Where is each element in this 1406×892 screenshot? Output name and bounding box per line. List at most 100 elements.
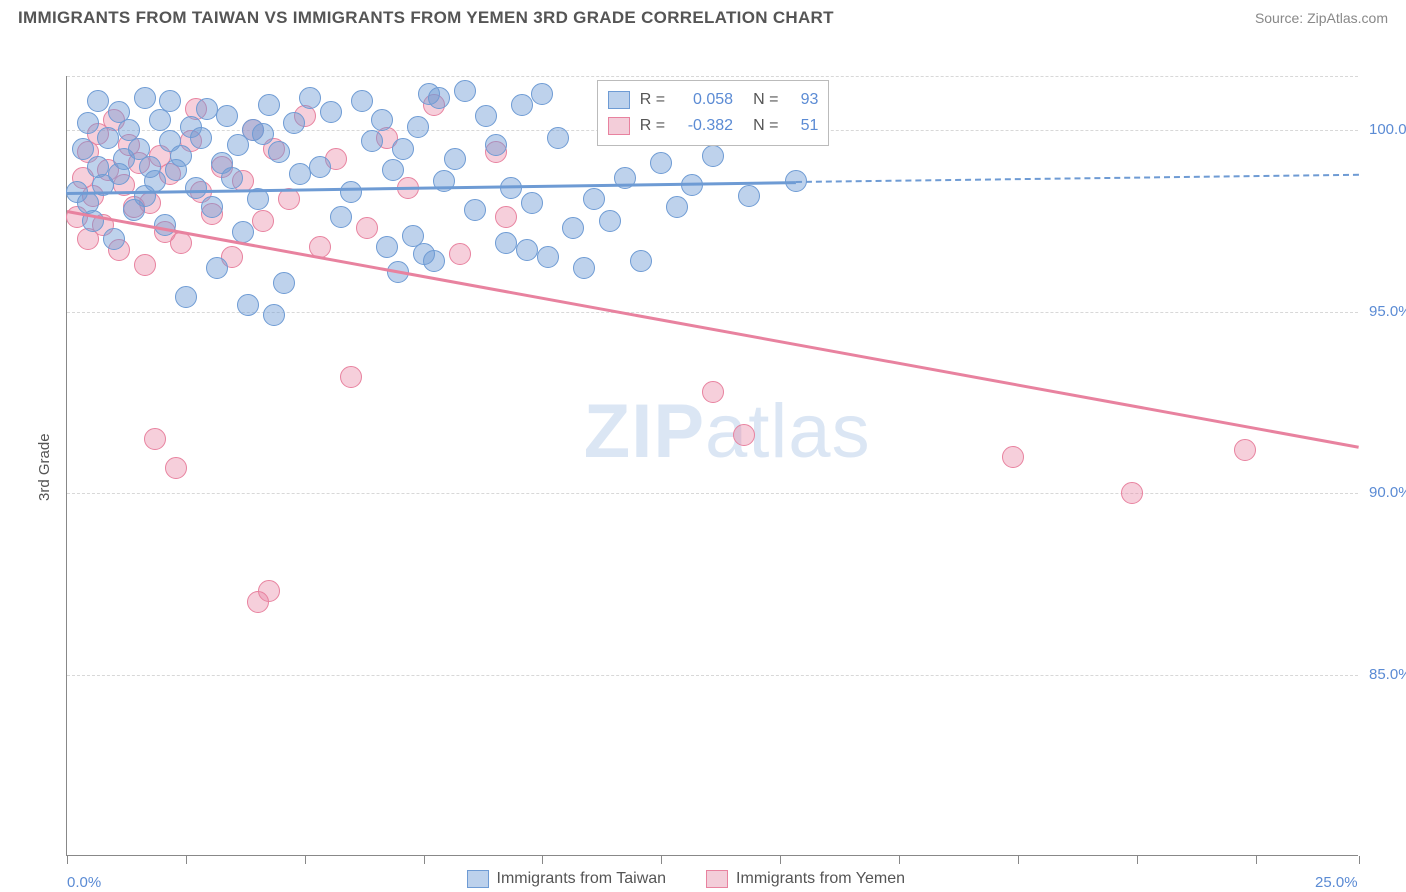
stats-box: R =0.058N =93R =-0.382N =51	[597, 80, 830, 146]
stats-r-value: 0.058	[675, 91, 733, 109]
scatter-point	[185, 177, 207, 199]
legend-swatch	[608, 117, 630, 135]
source-label: Source: ZipAtlas.com	[1255, 10, 1388, 26]
x-tick	[67, 856, 68, 864]
grid-line	[67, 493, 1358, 494]
scatter-point	[340, 181, 362, 203]
legend-item: Immigrants from Taiwan	[467, 870, 667, 888]
scatter-point	[175, 286, 197, 308]
scatter-point	[475, 105, 497, 127]
scatter-point	[464, 199, 486, 221]
scatter-point	[495, 232, 517, 254]
scatter-point	[423, 250, 445, 272]
stats-n-value: 93	[788, 91, 818, 109]
stats-n-label: N =	[753, 117, 778, 135]
legend-label: Immigrants from Yemen	[736, 870, 905, 888]
grid-line	[67, 76, 1358, 77]
stats-r-value: -0.382	[675, 117, 733, 135]
scatter-point	[170, 232, 192, 254]
scatter-point	[320, 101, 342, 123]
y-tick-label: 100.0%	[1369, 121, 1406, 138]
scatter-point	[201, 196, 223, 218]
scatter-point	[283, 112, 305, 134]
scatter-point	[206, 257, 228, 279]
scatter-point	[97, 127, 119, 149]
x-tick	[661, 856, 662, 864]
scatter-point	[252, 210, 274, 232]
grid-line	[67, 312, 1358, 313]
scatter-point	[666, 196, 688, 218]
scatter-point	[562, 217, 584, 239]
scatter-point	[252, 123, 274, 145]
x-tick-label: 0.0%	[67, 874, 101, 891]
stats-r-label: R =	[640, 117, 665, 135]
scatter-point	[521, 192, 543, 214]
scatter-point	[500, 177, 522, 199]
scatter-point	[371, 109, 393, 131]
x-tick	[1359, 856, 1360, 864]
scatter-point	[237, 294, 259, 316]
scatter-point	[573, 257, 595, 279]
scatter-point	[273, 272, 295, 294]
scatter-point	[454, 80, 476, 102]
x-tick	[305, 856, 306, 864]
scatter-point	[268, 141, 290, 163]
scatter-point	[495, 206, 517, 228]
scatter-point	[547, 127, 569, 149]
stats-row: R = 0.058 N = 93	[608, 87, 819, 113]
legend-item: Immigrants from Yemen	[706, 870, 905, 888]
scatter-point	[340, 366, 362, 388]
scatter-point	[516, 239, 538, 261]
scatter-point	[531, 83, 553, 105]
scatter-point	[159, 90, 181, 112]
chart-title: IMMIGRANTS FROM TAIWAN VS IMMIGRANTS FRO…	[18, 8, 834, 28]
scatter-point	[630, 250, 652, 272]
x-tick-label: 25.0%	[1315, 874, 1358, 891]
scatter-point	[1234, 439, 1256, 461]
scatter-point	[299, 87, 321, 109]
scatter-point	[382, 159, 404, 181]
scatter-point	[289, 163, 311, 185]
watermark: ZIPatlas	[584, 388, 871, 475]
legend-swatch	[608, 91, 630, 109]
scatter-point	[511, 94, 533, 116]
legend-swatch	[706, 870, 728, 888]
scatter-point	[77, 112, 99, 134]
scatter-point	[407, 116, 429, 138]
source-name: ZipAtlas.com	[1307, 10, 1388, 26]
stats-n-label: N =	[753, 91, 778, 109]
scatter-point	[702, 381, 724, 403]
scatter-point	[733, 424, 755, 446]
scatter-point	[258, 94, 280, 116]
legend-label: Immigrants from Taiwan	[497, 870, 667, 888]
scatter-point	[221, 167, 243, 189]
x-tick	[899, 856, 900, 864]
scatter-point	[144, 428, 166, 450]
y-tick-label: 85.0%	[1369, 666, 1406, 683]
scatter-point	[309, 156, 331, 178]
scatter-point	[87, 90, 109, 112]
scatter-point	[351, 90, 373, 112]
x-tick	[1256, 856, 1257, 864]
scatter-point	[650, 152, 672, 174]
trend-line	[796, 174, 1359, 183]
y-tick-label: 95.0%	[1369, 303, 1406, 320]
y-tick-label: 90.0%	[1369, 484, 1406, 501]
x-tick	[542, 856, 543, 864]
x-tick	[1018, 856, 1019, 864]
grid-line	[67, 675, 1358, 676]
x-tick	[780, 856, 781, 864]
scatter-point	[263, 304, 285, 326]
x-tick	[1137, 856, 1138, 864]
x-tick	[186, 856, 187, 864]
plot-area: 85.0%90.0%95.0%100.0%0.0%25.0%ZIPatlasR …	[66, 76, 1358, 856]
scatter-point	[134, 254, 156, 276]
legend-bottom: Immigrants from Taiwan Immigrants from Ye…	[467, 870, 905, 888]
scatter-point	[103, 228, 125, 250]
scatter-point	[537, 246, 559, 268]
scatter-point	[444, 148, 466, 170]
scatter-point	[738, 185, 760, 207]
stats-r-label: R =	[640, 91, 665, 109]
scatter-point	[356, 217, 378, 239]
scatter-point	[72, 138, 94, 160]
